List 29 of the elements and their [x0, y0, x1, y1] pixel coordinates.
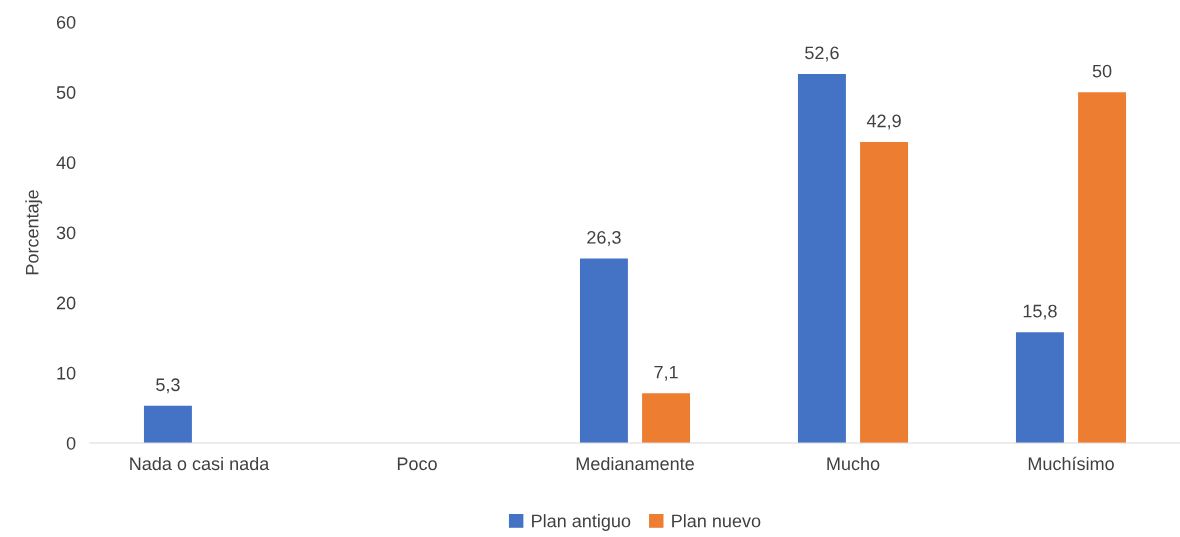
x-tick-label: Medianamente [576, 456, 694, 471]
data-label: 7,1 [654, 365, 678, 381]
y-tick-label: 10 [57, 366, 76, 380]
bar [143, 405, 192, 443]
data-label: 50 [1092, 64, 1112, 78]
y-tick-label: 40 [56, 156, 76, 170]
bar [642, 393, 691, 443]
x-tick-label: Nada o casi nada [130, 456, 270, 471]
bar [1015, 332, 1064, 443]
bar [1078, 92, 1127, 443]
data-label: 15,8 [1023, 304, 1057, 320]
x-tick-label: Mucho [827, 456, 880, 471]
data-label: 5,3 [156, 378, 180, 394]
y-tick-label: 30 [56, 226, 76, 240]
bar [797, 73, 846, 443]
y-tick-label: 60 [56, 15, 76, 29]
y-axis-title: Porcentaje [25, 190, 43, 275]
y-tick-label: 0 [66, 436, 76, 450]
bar [860, 141, 909, 443]
legend-label: Plan antiguo [532, 514, 631, 531]
y-tick-label: 20 [56, 296, 76, 310]
y-tick-label: 50 [56, 86, 76, 99]
legend-label: Plan nuevo [672, 514, 761, 528]
x-tick-label: Poco [397, 457, 437, 471]
data-label: 26,3 [587, 231, 621, 246]
x-tick-label: Muchísimo [1028, 456, 1114, 471]
data-label: 52,6 [805, 46, 839, 62]
data-label: 42,9 [866, 114, 901, 130]
bar [579, 258, 628, 443]
